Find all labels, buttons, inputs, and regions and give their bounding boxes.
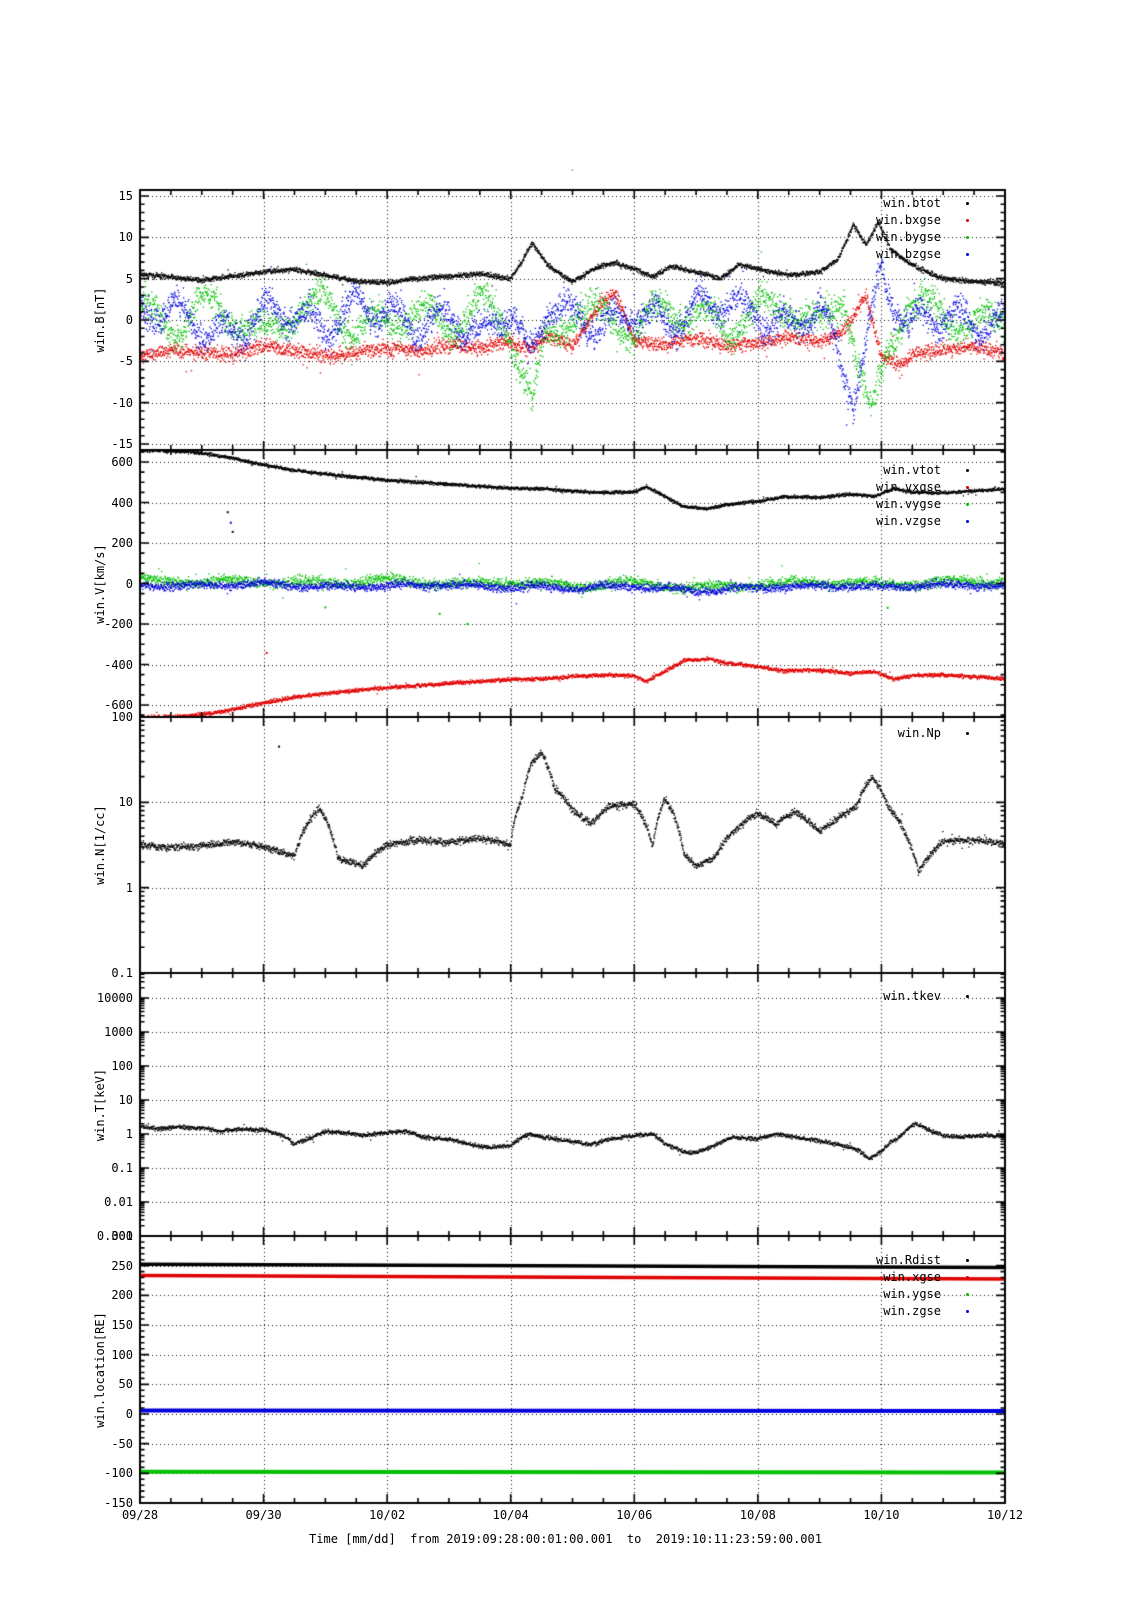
x-tick-label-09-28: 09/28 [121,1508,159,1522]
legend-marker-win-xgse [966,1276,969,1279]
panel-5-y-tick-label: 100 [111,1347,133,1362]
x-tick-label-10-12: 10/12 [986,1508,1024,1522]
legend-marker-win-vygse [966,503,969,506]
panel-3-y-tick-label: 10 [118,795,133,810]
panel-1-y-tick-label: -10 [111,395,133,410]
x-tick-label-10-08: 10/08 [739,1508,776,1522]
legend-item-win-vygse: win.vygse [875,497,941,511]
panel-1-y-tick-label: 10 [118,230,133,245]
legend-marker-win-Rdist [966,1259,969,1262]
legend-marker-win-vxgse [966,486,969,489]
x-tick-label-10-10: 10/10 [863,1508,900,1522]
legend-item-win-vtot: win.vtot [883,463,941,477]
panel-1-y-tick-label: -5 [118,354,133,369]
panel-5-y-tick-label: 200 [111,1288,133,1303]
legend-marker-win-tkev [966,995,969,998]
x-tick-label-10-02: 10/02 [369,1508,406,1522]
x-tick-label-09-30: 09/30 [245,1508,282,1522]
panel-4-y-tick-label: 1000 [104,1025,133,1039]
legend-marker-win-Np [966,732,969,735]
legend-marker-win-bxgse [966,219,969,222]
legend-marker-win-ygse [966,1293,969,1296]
panel-5-y-tick-label: 300 [111,1229,133,1243]
panel-3-y-axis-label: win.N[1/cc] [93,805,107,885]
legend-item-win-bxgse: win.bxgse [875,213,941,227]
panel-5-y-tick-label: 0 [125,1407,133,1421]
panel-4-y-tick-label: 0.001 [96,1229,133,1243]
panel-4-y-tick-label: 1 [125,1127,133,1141]
panel-2-y-tick-label: -200 [104,617,133,631]
panel-5-y-tick-label: 250 [111,1258,133,1273]
legend-item-win-Np: win.Np [897,726,941,740]
x-tick-label-10-04: 10/04 [492,1508,529,1522]
panel-3-y-tick-label: 1 [125,880,133,895]
panel-4-y-tick-label: 0.1 [111,1161,133,1175]
panel-5-y-tick-label: -150 [104,1496,133,1510]
legend-item-win-Rdist: win.Rdist [875,1253,941,1267]
panel-2-y-tick-label: 200 [111,536,133,550]
panel-2-y-tick-label: 600 [111,455,133,469]
legend-item-win-ygse: win.ygse [883,1287,941,1301]
panel-3-y-tick-label: 0.1 [111,966,133,980]
panel-5-y-tick-label: 150 [111,1318,133,1332]
legend-item-win-tkev: win.tkev [883,989,941,1003]
legend-item-win-xgse: win.xgse [883,1270,941,1284]
legend-item-win-vzgse: win.vzgse [875,514,941,528]
legend-marker-win-bzgse [966,253,969,256]
panel-1-y-tick-label: 0 [125,313,133,327]
panel-4-y-tick-label: 0.01 [104,1195,133,1209]
panel-4-y-tick-label: 10000 [96,991,133,1005]
panel-2-y-tick-label: 0 [125,576,133,591]
legend-item-win-btot: win.btot [883,196,941,210]
legend-item-win-vxgse: win.vxgse [875,480,941,494]
legend-marker-win-vtot [966,469,969,472]
panel-5-y-tick-label: -50 [111,1436,133,1451]
panel-2-y-tick-label: -600 [104,698,133,712]
panel-5-y-tick-label: -100 [104,1466,133,1481]
panel-4-y-tick-label: 10 [118,1093,133,1107]
panel-2-y-tick-label: -400 [104,657,133,672]
panel-2-y-tick-label: 400 [111,495,133,510]
panel-1-y-tick-label: 15 [118,189,133,203]
legend-marker-win-vzgse [966,520,969,523]
panel-3-y-tick-label: 100 [111,710,133,724]
panel-5-y-tick-label: 50 [118,1377,133,1392]
panel-1-y-tick-label: -15 [111,437,133,451]
legend-item-win-bzgse: win.bzgse [875,247,941,261]
panel-4-y-tick-label: 100 [111,1059,133,1073]
legend-item-win-bygse: win.bygse [875,230,941,244]
legend-marker-win-btot [966,202,969,205]
legend-marker-win-zgse [966,1310,969,1313]
x-axis-title: Time [mm/dd] from 2019:09:28:00:01:00.00… [309,1532,822,1546]
legend-marker-win-bygse [966,236,969,239]
legend-item-win-zgse: win.zgse [883,1304,941,1318]
panel-1-y-tick-label: 5 [125,271,133,286]
x-tick-label-10-06: 10/06 [616,1508,653,1522]
